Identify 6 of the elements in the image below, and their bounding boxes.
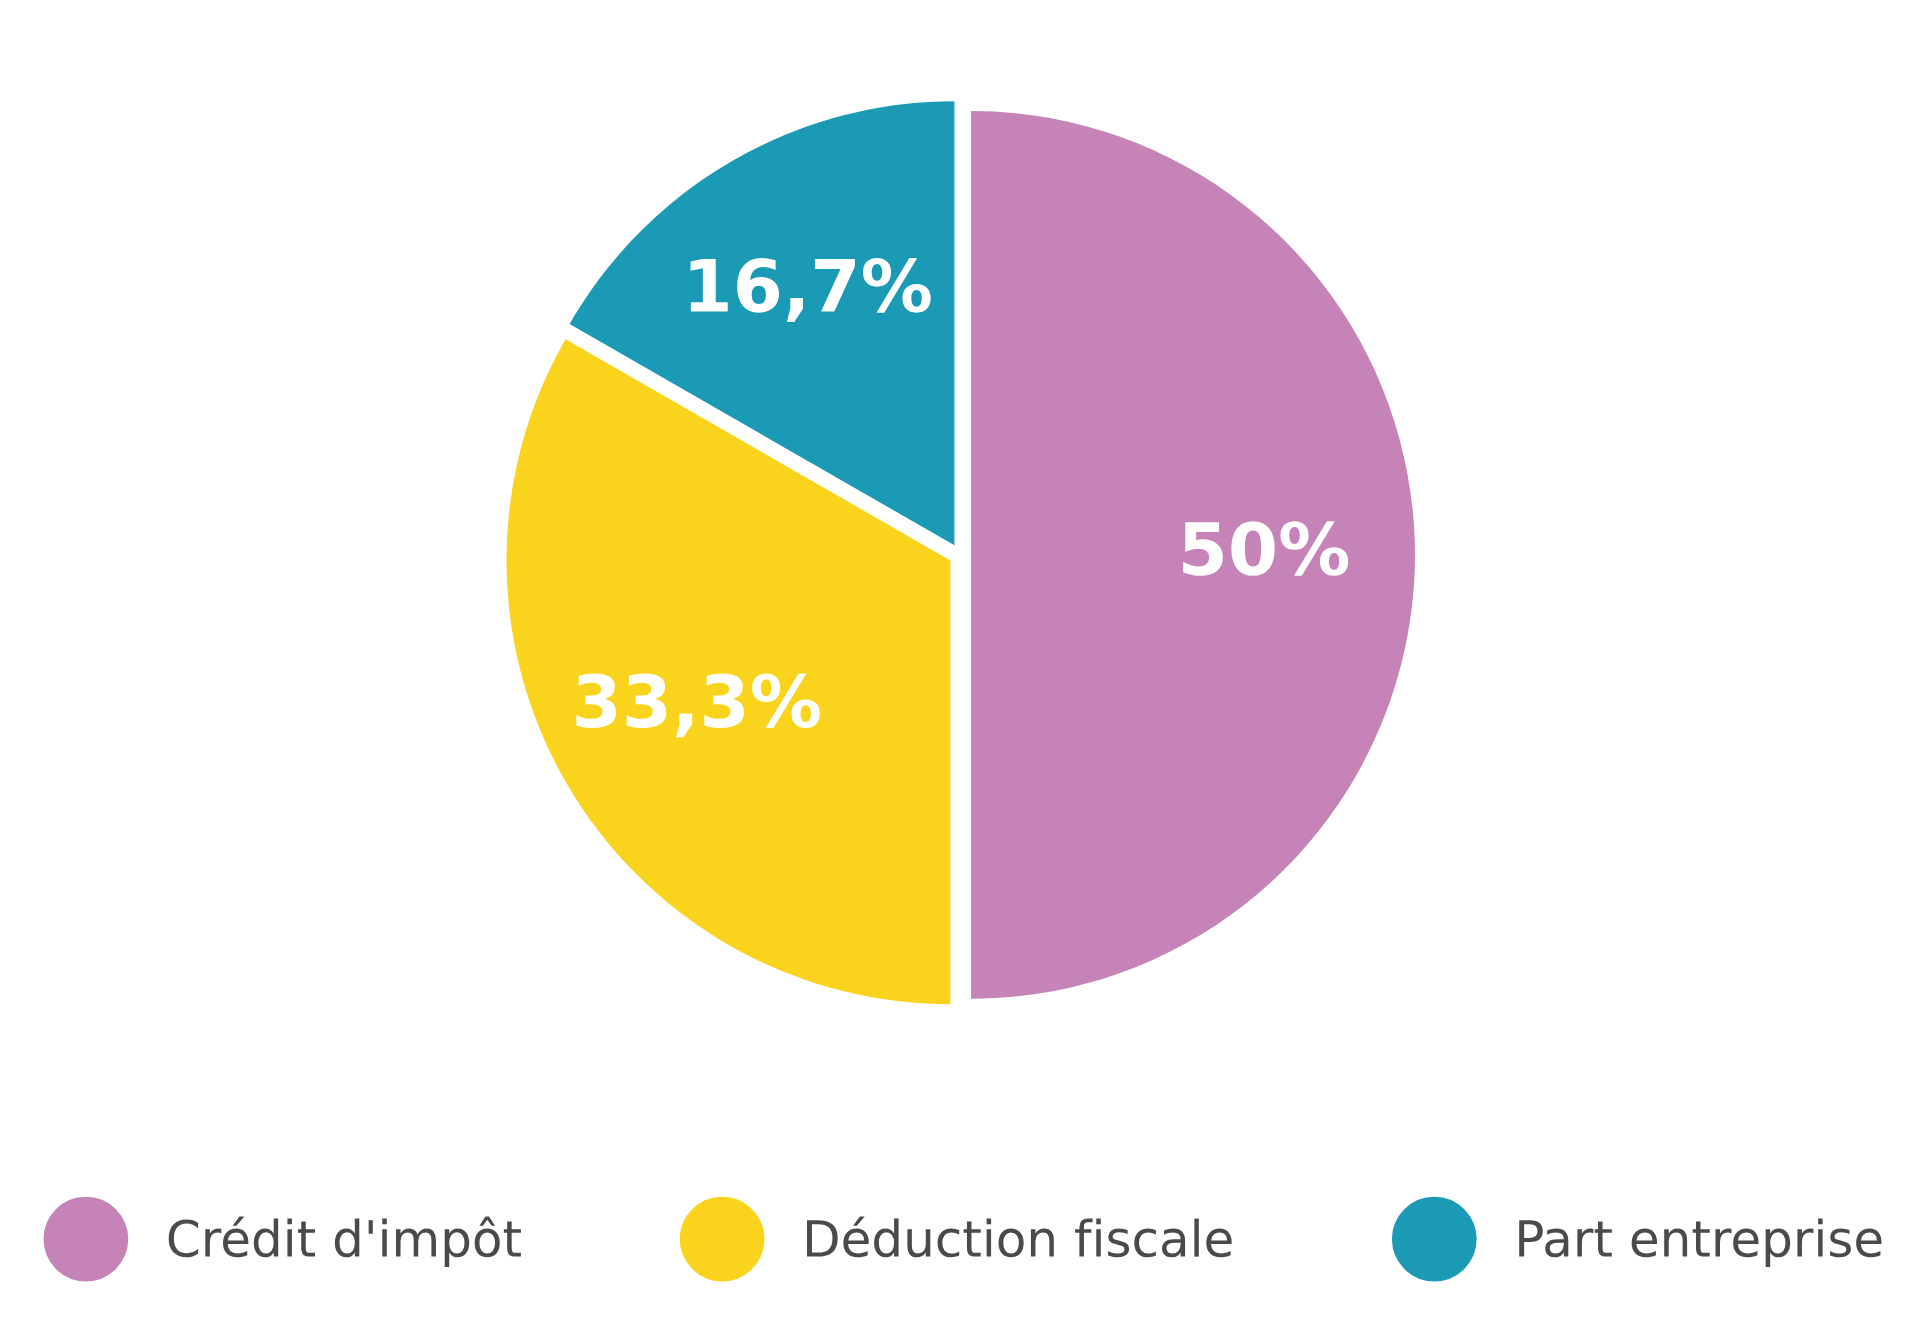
- data-label: 16,7%: [690, 258, 931, 322]
- legend-label: Part entreprise: [1519, 1218, 1882, 1267]
- data-label: 50%: [1183, 521, 1349, 576]
- legend-label: Crédit d'impôt: [168, 1216, 521, 1267]
- legend-label: Déduction fiscale: [807, 1216, 1232, 1258]
- data-label: 33,3%: [576, 673, 820, 738]
